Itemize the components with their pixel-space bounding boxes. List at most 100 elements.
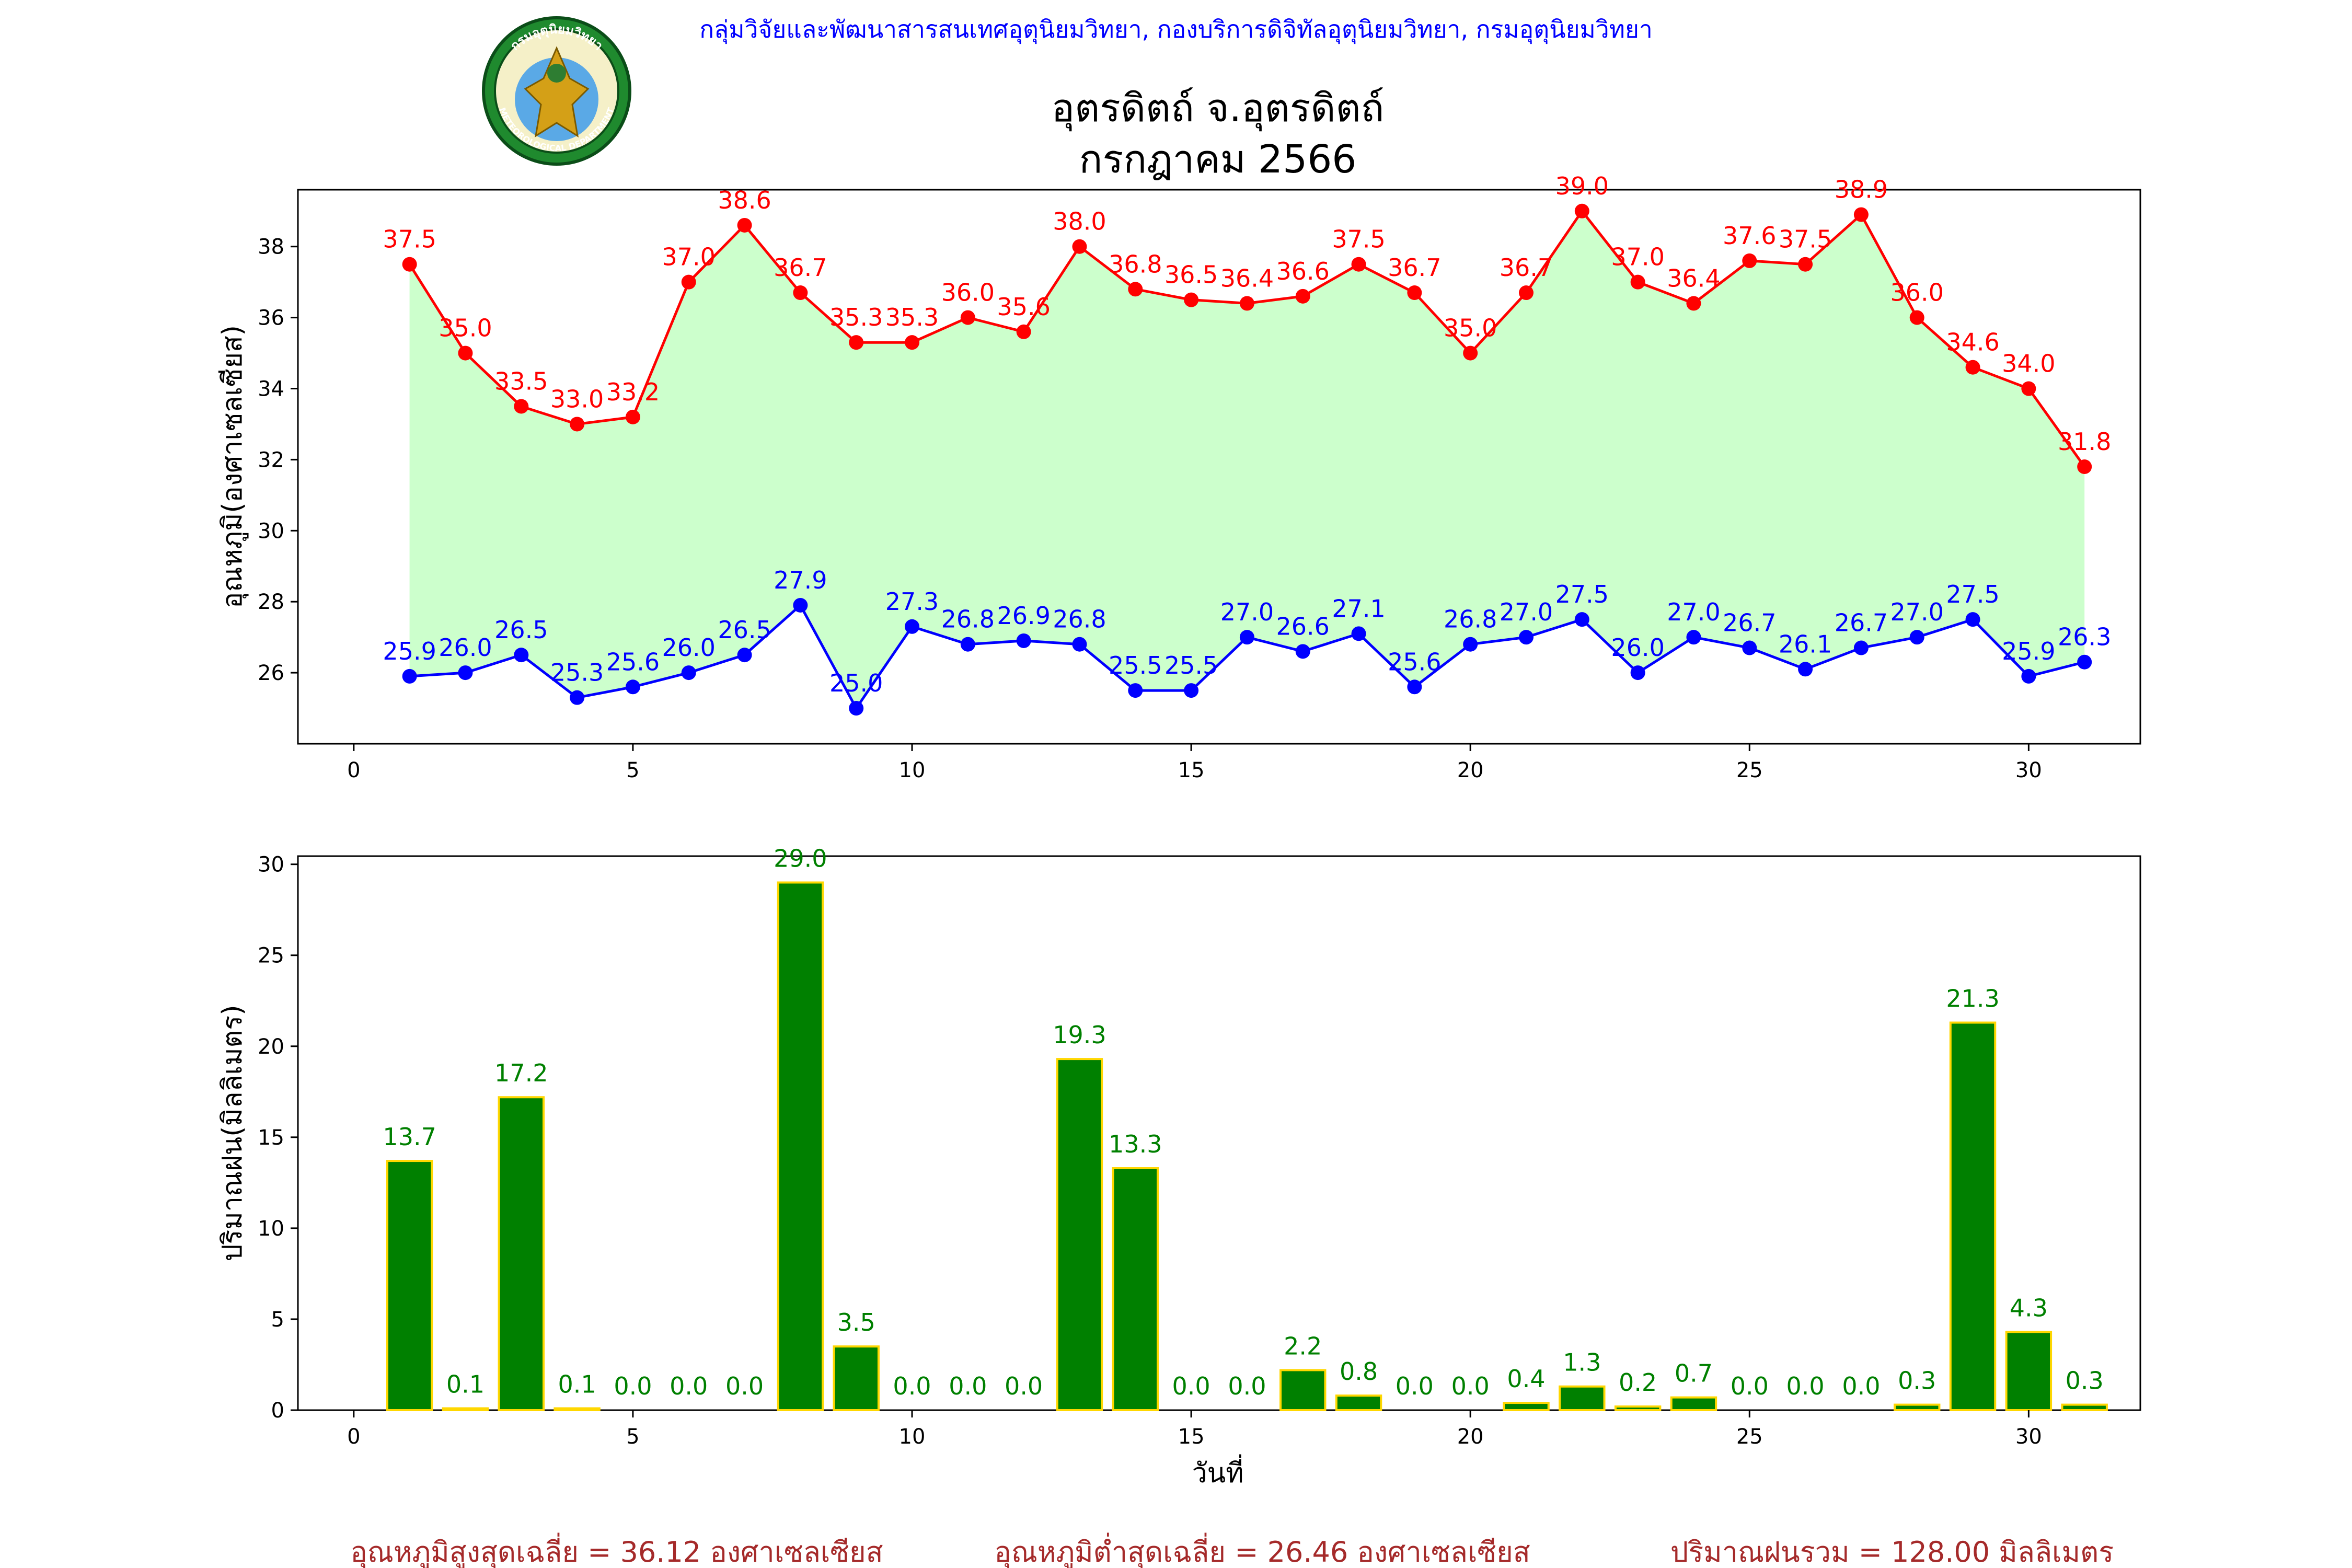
max-temp-point [1239, 296, 1254, 311]
max-temp-value-label: 35.0 [439, 314, 492, 342]
max-temp-value-label: 36.4 [1220, 264, 1274, 292]
rain-value-label: 0.0 [1451, 1372, 1490, 1400]
rain-value-label: 13.7 [383, 1123, 436, 1151]
min-temp-value-label: 25.0 [829, 669, 883, 697]
rain-value-label: 21.3 [1946, 985, 1999, 1013]
max-temp-value-label: 33.2 [606, 378, 660, 406]
max-temp-point [1909, 310, 1924, 325]
min-temp-point [1184, 683, 1199, 698]
max-temp-value-label: 36.8 [1109, 250, 1162, 278]
min-temp-value-label: 25.3 [550, 659, 604, 687]
max-temp-point [1016, 324, 1031, 339]
max-temp-point [960, 310, 975, 325]
min-temp-point [1686, 630, 1701, 645]
rain-value-label: 0.8 [1340, 1357, 1378, 1386]
temperature-range-fill [409, 211, 2085, 709]
min-temp-point [1574, 612, 1589, 627]
min-temp-value-label: 25.5 [1165, 651, 1218, 679]
max-temp-value-label: 37.5 [1779, 225, 1832, 253]
rain-value-label: 0.0 [1842, 1372, 1880, 1400]
min-temp-value-label: 25.5 [1109, 651, 1162, 679]
min-temp-value-label: 26.5 [718, 616, 771, 644]
max-temp-value-label: 34.6 [1946, 328, 1999, 356]
y-tick-label: 26 [258, 661, 284, 685]
y-tick-label: 38 [258, 235, 284, 259]
rainfall-plot-area [297, 855, 2141, 1411]
min-temp-value-label: 26.3 [2058, 623, 2111, 651]
min-temp-point [1519, 630, 1534, 645]
rain-value-label: 19.3 [1053, 1021, 1106, 1049]
max-temp-point [905, 335, 919, 350]
min-temp-value-label: 27.0 [1667, 598, 1720, 626]
agency-text: กลุ่มวิจัยและพัฒนาสารสนเทศอุตุนิยมวิทยา,… [699, 15, 1653, 44]
rain-bar [554, 1407, 601, 1411]
min-temp-point [1295, 644, 1310, 659]
rain-bar [1056, 1058, 1103, 1412]
summary-avg-min: อุณหภูมิต่ำสุดเฉลี่ย = 26.46 องศาเซลเซีย… [994, 1532, 1530, 1568]
max-temp-value-label: 35.3 [885, 303, 939, 331]
rain-value-label: 0.0 [1731, 1372, 1769, 1400]
min-temp-point [2077, 654, 2092, 670]
max-temp-point [2077, 459, 2092, 474]
rain-bar [2005, 1331, 2053, 1412]
max-temp-value-label: 38.0 [1053, 207, 1106, 236]
max-temp-point [1630, 274, 1645, 290]
x-tick-label: 5 [626, 758, 639, 782]
rain-bar [833, 1345, 880, 1411]
min-temp-value-label: 26.8 [1053, 605, 1106, 633]
max-temp-point [1463, 345, 1478, 361]
y-tick-label: 15 [258, 1126, 284, 1150]
min-temp-value-label: 27.0 [1890, 598, 1944, 626]
y-tick-label: 10 [258, 1217, 284, 1241]
rain-value-label: 13.3 [1109, 1130, 1162, 1158]
y-tick-label: 34 [258, 377, 284, 401]
x-tick-label: 15 [1178, 1425, 1205, 1449]
min-temp-value-label: 27.5 [1555, 580, 1609, 608]
min-temp-value-label: 26.8 [1444, 605, 1497, 633]
max-temp-point [402, 257, 417, 272]
y-tick-label: 30 [258, 853, 284, 877]
max-temp-point [1184, 292, 1199, 307]
max-temp-value-label: 33.5 [494, 367, 548, 395]
rain-value-label: 4.3 [2010, 1294, 2048, 1322]
y-tick-label: 32 [258, 448, 284, 472]
rain-value-label: 29.0 [774, 844, 827, 872]
max-temp-point [1295, 289, 1310, 304]
max-temp-value-label: 34.0 [2002, 350, 2055, 378]
max-temp-point [1519, 285, 1534, 301]
x-tick-label: 20 [1457, 1425, 1484, 1449]
rain-value-label: 1.3 [1563, 1348, 1601, 1377]
x-tick-label: 10 [899, 758, 926, 782]
rain-value-label: 0.0 [670, 1372, 708, 1400]
rain-bar [1949, 1021, 1997, 1412]
rain-value-label: 0.0 [893, 1372, 931, 1400]
min-temp-point [960, 637, 975, 652]
max-temp-value-label: 37.0 [1611, 243, 1664, 271]
max-temp-value-label: 37.5 [383, 225, 436, 253]
max-temp-point [514, 399, 529, 414]
min-temp-point [1463, 637, 1478, 652]
max-temp-value-label: 36.0 [1890, 279, 1944, 307]
max-temp-point [1128, 282, 1143, 297]
min-temp-point [570, 690, 585, 705]
max-temp-point [1686, 296, 1701, 311]
min-temp-value-label: 25.6 [1388, 648, 1441, 676]
min-temp-point [458, 665, 473, 681]
y-tick-label: 20 [258, 1035, 284, 1059]
max-temp-value-label: 36.7 [774, 253, 827, 282]
max-temp-value-label: 37.0 [662, 243, 716, 271]
min-temp-point [2021, 668, 2036, 684]
max-temp-point [849, 335, 864, 350]
min-temp-point [514, 648, 529, 663]
rain-value-label: 3.5 [837, 1308, 875, 1336]
max-temp-point [570, 417, 585, 432]
x-tick-label: 10 [899, 1425, 926, 1449]
min-temp-point [849, 701, 864, 716]
min-temp-value-label: 26.0 [439, 633, 492, 662]
min-temp-point [1016, 633, 1031, 648]
min-temp-point [1407, 679, 1422, 695]
x-tick-label: 20 [1457, 758, 1484, 782]
min-temp-point [1798, 662, 1813, 677]
y-tick-label: 5 [271, 1308, 284, 1332]
min-temp-point [905, 619, 919, 634]
